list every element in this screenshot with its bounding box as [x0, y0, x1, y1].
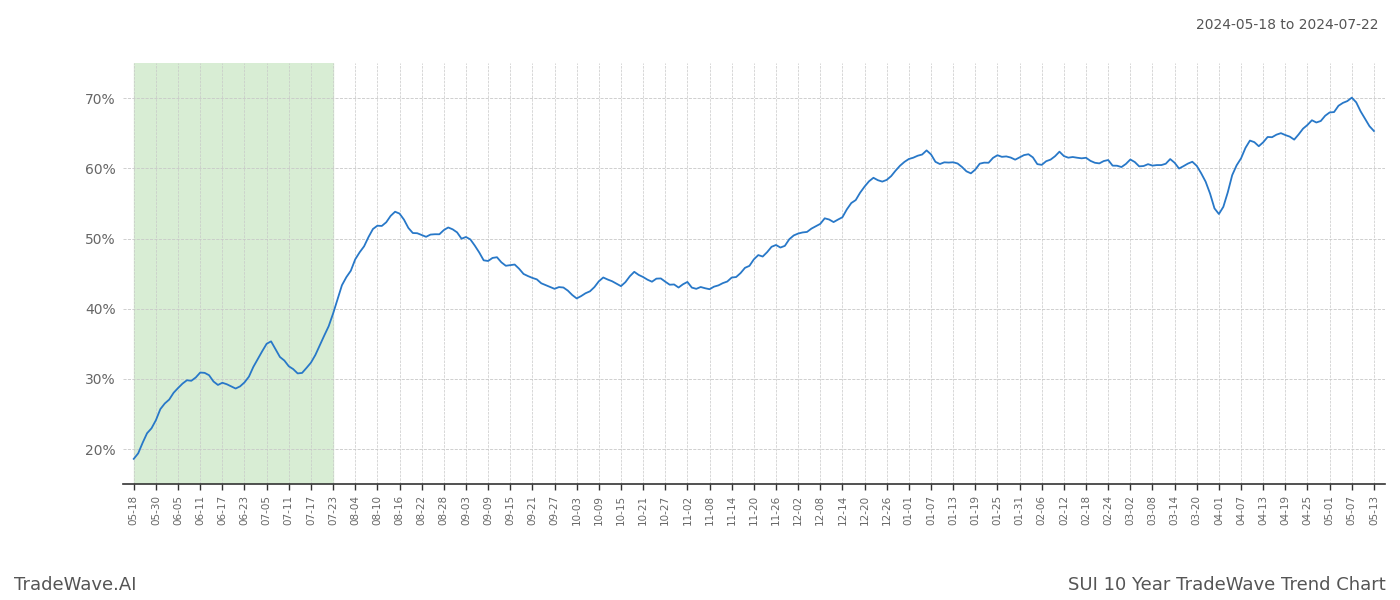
Text: 2024-05-18 to 2024-07-22: 2024-05-18 to 2024-07-22 [1197, 18, 1379, 32]
Text: TradeWave.AI: TradeWave.AI [14, 576, 137, 594]
Text: SUI 10 Year TradeWave Trend Chart: SUI 10 Year TradeWave Trend Chart [1068, 576, 1386, 594]
Bar [134, 63, 333, 484]
